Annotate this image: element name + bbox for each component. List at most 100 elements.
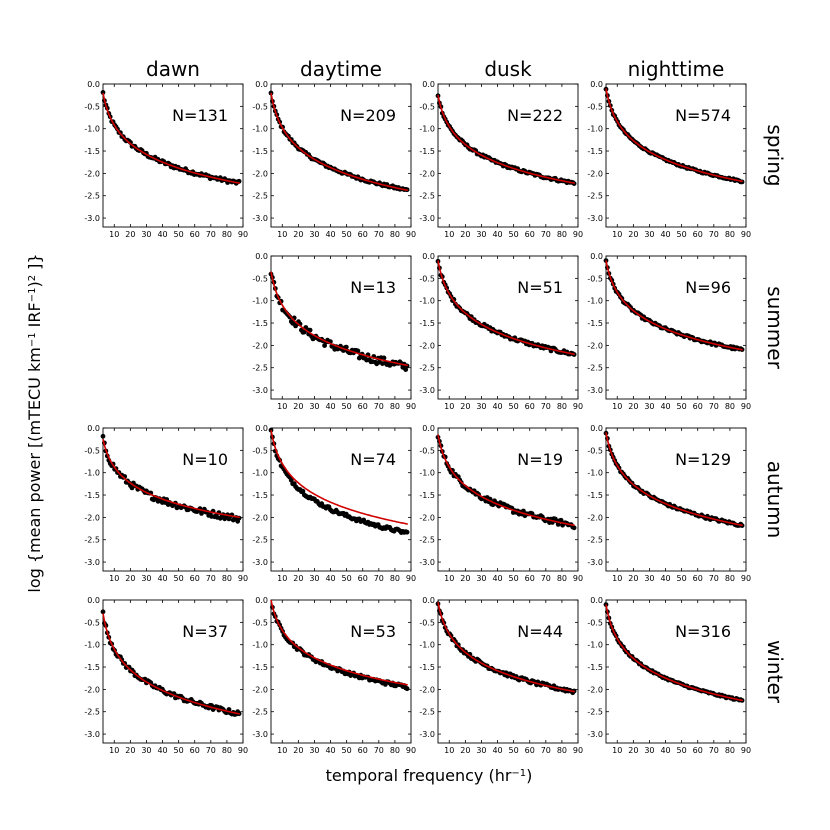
y-axis-label-sup1: −1 (27, 332, 38, 347)
fit-curve (270, 599, 408, 686)
y-tick-label: -3.0 (252, 558, 268, 567)
y-axis-label-mid: IRF (25, 302, 44, 332)
x-tick-label: 10 (109, 230, 119, 239)
y-tick-label: 0.0 (87, 596, 100, 605)
x-tick-label: 70 (374, 746, 384, 755)
x-tick-label: 60 (190, 746, 200, 755)
sample-count-label: N=131 (172, 106, 228, 125)
x-tick-label: 70 (206, 746, 216, 755)
x-tick-label: 40 (157, 574, 167, 583)
y-tick-label: -0.5 (419, 274, 435, 283)
x-tick-label: 50 (677, 574, 687, 583)
column-titles: dawn daytime dusk nighttime (146, 57, 724, 81)
row-titles: spring summer autumn winter (763, 124, 787, 703)
x-axis-label: temporal frequency (hr−1) (326, 766, 533, 785)
y-tick-label: -1.0 (252, 297, 268, 306)
x-tick-label: 90 (741, 402, 751, 411)
x-tick-label: 60 (693, 402, 703, 411)
x-tick-label: 30 (309, 230, 319, 239)
panel-frame (437, 255, 579, 400)
y-tick-label: 0.0 (422, 80, 435, 89)
data-point (381, 355, 387, 361)
y-tick-label: -1.0 (252, 469, 268, 478)
y-tick-label: -1.0 (587, 297, 603, 306)
y-tick-label: -0.5 (587, 102, 603, 111)
x-tick-label: 70 (206, 574, 216, 583)
sample-count-label: N=44 (517, 622, 563, 641)
x-tick-label: 40 (660, 746, 670, 755)
y-tick-label: -2.5 (419, 192, 435, 201)
y-tick-label: -0.5 (252, 102, 268, 111)
y-tick-label: 0.0 (590, 252, 603, 261)
x-tick-label: 60 (525, 402, 535, 411)
x-tick-label: 30 (644, 230, 654, 239)
x-tick-label: 30 (644, 402, 654, 411)
x-axis-label-main: temporal frequency (hr (326, 766, 512, 785)
x-tick-label: 80 (390, 746, 400, 755)
x-tick-label: 60 (190, 230, 200, 239)
x-tick-label: 20 (460, 574, 470, 583)
x-tick-label: 90 (406, 574, 416, 583)
x-tick-label: 50 (509, 746, 519, 755)
y-tick-label: -2.5 (252, 192, 268, 201)
x-tick-label: 20 (628, 402, 638, 411)
y-tick-label: -1.5 (587, 319, 603, 328)
x-tick-label: 70 (541, 230, 551, 239)
fit-curve (102, 92, 240, 184)
x-tick-label: 70 (709, 574, 719, 583)
x-tick-label: 70 (709, 230, 719, 239)
y-tick-label: -3.0 (252, 386, 268, 395)
panel-autumn-daytime: 0.0 -0.5 -1.0 -1.5 -2.0 -2.5 -3.0 10 20 30 40 50 60 7… (252, 424, 416, 583)
x-tick-label: 80 (725, 402, 735, 411)
y-tick-label: -1.5 (252, 663, 268, 672)
y-tick-label: -1.0 (84, 469, 100, 478)
x-tick-label: 80 (222, 746, 232, 755)
x-tick-label: 90 (573, 746, 583, 755)
y-tick-label: -0.5 (587, 446, 603, 455)
y-tick-label: -2.5 (84, 708, 100, 717)
y-tick-label: -1.5 (419, 491, 435, 500)
y-tick-label: -3.0 (84, 730, 100, 739)
sample-count-label: N=37 (182, 622, 228, 641)
panel-spring-dawn: 0.0 -0.5 -1.0 -1.5 -2.0 -2.5 -3.0 10 20 30 40 50 60 7… (84, 80, 248, 239)
x-tick-label: 10 (444, 230, 454, 239)
x-tick-label: 20 (628, 574, 638, 583)
y-tick-label: -0.5 (84, 618, 100, 627)
y-tick-label: -2.0 (84, 513, 100, 522)
x-tick-label: 80 (222, 574, 232, 583)
y-tick-label: -1.5 (84, 491, 100, 500)
panel-winter-dawn: 0.0 -0.5 -1.0 -1.5 -2.0 -2.5 -3.0 10 20 30 40 50 60 7… (84, 596, 248, 755)
y-tick-label: 0.0 (590, 80, 603, 89)
x-tick-label: 10 (612, 402, 622, 411)
y-tick-label: -2.5 (587, 536, 603, 545)
y-tick-label: -2.0 (419, 169, 435, 178)
y-tick-label: -2.0 (587, 341, 603, 350)
y-tick-label: -2.0 (587, 685, 603, 694)
x-tick-label: 20 (460, 230, 470, 239)
x-tick-label: 70 (206, 230, 216, 239)
y-tick-label: -1.0 (419, 297, 435, 306)
y-tick-label: -2.0 (84, 169, 100, 178)
x-tick-label: 10 (612, 746, 622, 755)
y-tick-label: 0.0 (255, 80, 268, 89)
y-tick-label: -3.0 (587, 386, 603, 395)
panel-frame (437, 427, 579, 572)
y-tick-label: -0.5 (84, 102, 100, 111)
y-tick-label: 0.0 (422, 596, 435, 605)
panel-autumn-dawn: 0.0 -0.5 -1.0 -1.5 -2.0 -2.5 -3.0 10 20 30 40 50 60 7… (84, 424, 248, 583)
y-tick-label: -3.0 (419, 558, 435, 567)
x-tick-label: 60 (693, 574, 703, 583)
y-tick-label: -2.0 (252, 685, 268, 694)
x-tick-label: 10 (444, 574, 454, 583)
sample-count-label: N=129 (675, 450, 731, 469)
x-tick-label: 40 (492, 574, 502, 583)
y-tick-label: 0.0 (255, 252, 268, 261)
x-tick-label: 60 (525, 230, 535, 239)
x-tick-label: 70 (541, 574, 551, 583)
y-tick-label: -3.0 (587, 558, 603, 567)
sample-count-label: N=19 (517, 450, 563, 469)
y-tick-label: -3.0 (419, 214, 435, 223)
x-tick-label: 20 (293, 746, 303, 755)
x-tick-label: 90 (406, 746, 416, 755)
panel-frame (437, 83, 579, 228)
